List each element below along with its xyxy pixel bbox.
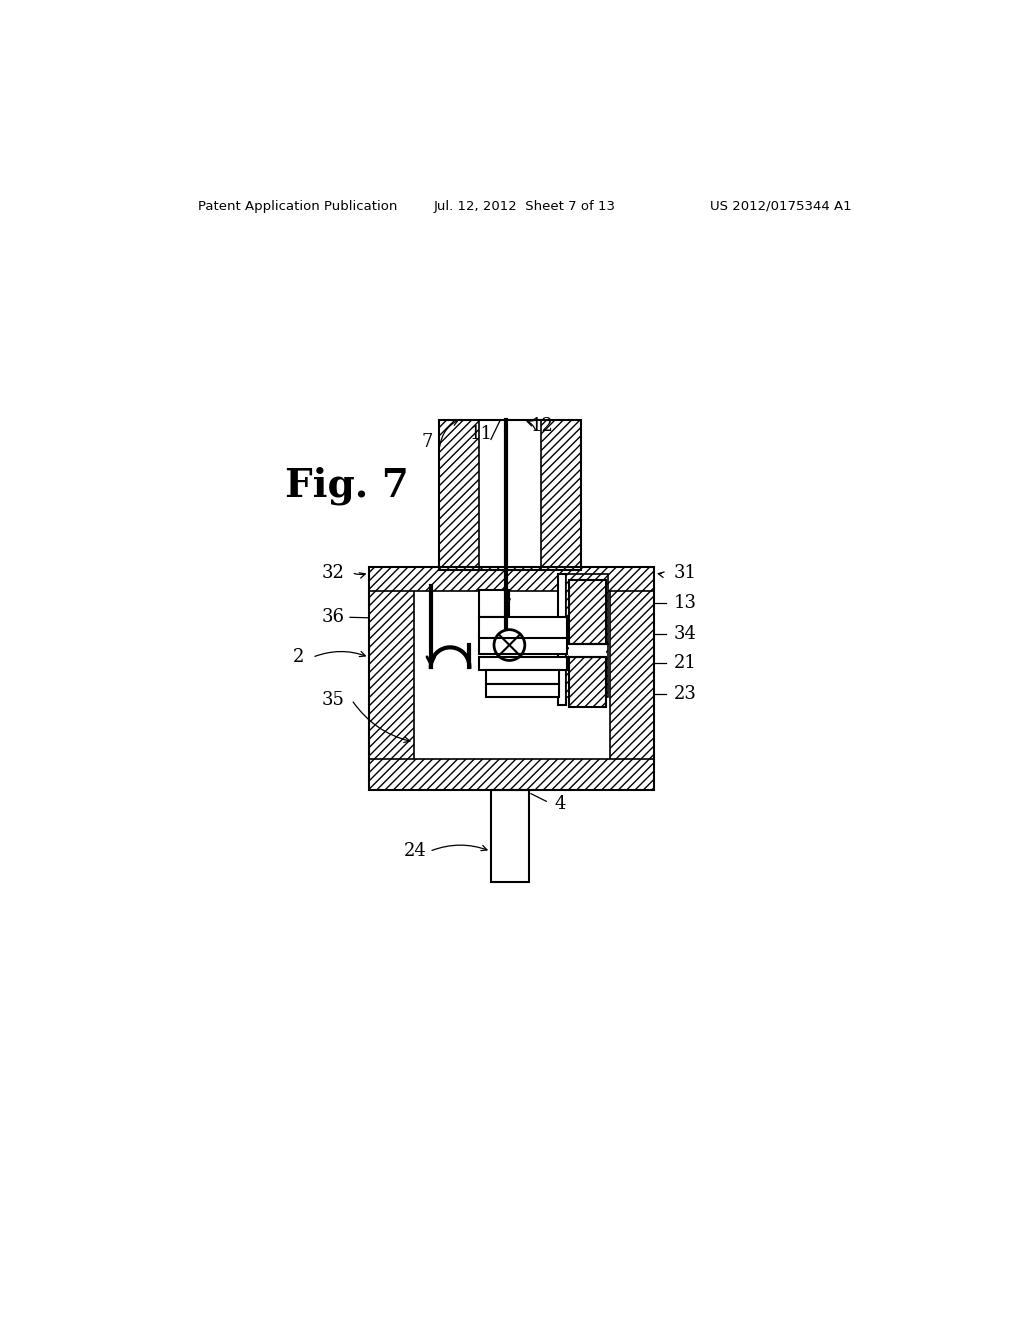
Bar: [478, 657, 567, 669]
Bar: [370, 566, 654, 591]
Text: 4: 4: [555, 795, 566, 813]
Bar: [558, 574, 565, 705]
Bar: [486, 669, 559, 684]
Text: 2: 2: [293, 648, 304, 667]
Text: 12: 12: [531, 417, 554, 436]
Bar: [565, 644, 608, 697]
Text: 21: 21: [674, 653, 696, 672]
Bar: [569, 657, 606, 708]
Text: 34: 34: [674, 626, 696, 643]
Bar: [370, 566, 414, 789]
Bar: [438, 420, 478, 570]
Text: 31: 31: [674, 564, 696, 582]
Text: 11: 11: [470, 425, 494, 444]
Bar: [569, 581, 606, 644]
Bar: [414, 591, 609, 759]
Text: 32: 32: [322, 564, 344, 582]
Bar: [370, 759, 654, 789]
Bar: [486, 684, 559, 697]
Text: Jul. 12, 2012  Sheet 7 of 13: Jul. 12, 2012 Sheet 7 of 13: [434, 199, 615, 213]
Bar: [569, 581, 606, 644]
Bar: [478, 616, 567, 638]
Bar: [490, 789, 529, 882]
Bar: [478, 590, 509, 616]
Bar: [569, 657, 606, 708]
Text: Patent Application Publication: Patent Application Publication: [199, 199, 397, 213]
Bar: [565, 574, 608, 644]
Bar: [478, 420, 541, 570]
Text: 35: 35: [322, 690, 344, 709]
Text: 36: 36: [322, 609, 344, 626]
Text: 7: 7: [421, 433, 433, 450]
Text: US 2012/0175344 A1: US 2012/0175344 A1: [710, 199, 851, 213]
Bar: [438, 420, 581, 570]
Text: 13: 13: [674, 594, 696, 612]
Text: 23: 23: [674, 685, 696, 702]
Bar: [569, 644, 606, 657]
Text: 24: 24: [404, 842, 427, 861]
Bar: [541, 420, 581, 570]
Text: Fig. 7: Fig. 7: [285, 466, 409, 506]
Bar: [609, 566, 654, 789]
Bar: [370, 566, 654, 789]
Bar: [478, 636, 567, 655]
